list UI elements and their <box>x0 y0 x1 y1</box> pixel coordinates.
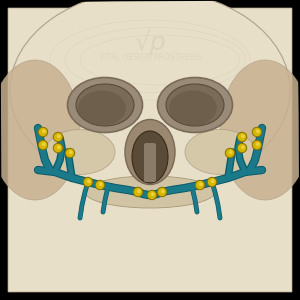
Ellipse shape <box>169 91 217 125</box>
Circle shape <box>40 142 46 148</box>
Circle shape <box>100 183 102 185</box>
Circle shape <box>253 128 262 136</box>
Ellipse shape <box>78 91 126 125</box>
Ellipse shape <box>125 119 175 184</box>
Circle shape <box>162 190 164 192</box>
Circle shape <box>138 190 140 192</box>
Ellipse shape <box>10 0 290 190</box>
Circle shape <box>254 128 260 136</box>
Circle shape <box>200 183 202 185</box>
Ellipse shape <box>68 77 142 133</box>
Circle shape <box>95 181 104 190</box>
Ellipse shape <box>220 60 300 200</box>
Circle shape <box>88 180 90 182</box>
Circle shape <box>70 151 72 153</box>
Ellipse shape <box>85 176 215 208</box>
Ellipse shape <box>76 84 134 126</box>
Circle shape <box>134 188 142 196</box>
Circle shape <box>148 191 155 199</box>
Circle shape <box>196 182 203 188</box>
Circle shape <box>256 143 259 146</box>
Ellipse shape <box>158 77 232 133</box>
Circle shape <box>208 178 217 187</box>
Circle shape <box>148 190 157 200</box>
Circle shape <box>254 142 260 148</box>
Circle shape <box>238 145 245 152</box>
Circle shape <box>67 149 73 157</box>
Ellipse shape <box>45 130 115 175</box>
Circle shape <box>53 133 62 142</box>
Circle shape <box>212 180 214 182</box>
FancyBboxPatch shape <box>144 143 156 182</box>
Circle shape <box>208 178 215 185</box>
Circle shape <box>238 133 247 142</box>
Circle shape <box>242 146 244 148</box>
Ellipse shape <box>0 60 80 200</box>
Ellipse shape <box>132 131 168 183</box>
Circle shape <box>158 188 166 196</box>
Circle shape <box>158 188 166 196</box>
Circle shape <box>58 146 60 148</box>
Circle shape <box>40 128 46 136</box>
Circle shape <box>43 143 45 146</box>
Circle shape <box>85 178 92 185</box>
Circle shape <box>226 148 235 158</box>
Circle shape <box>53 143 62 152</box>
Circle shape <box>38 128 47 136</box>
Ellipse shape <box>166 84 224 126</box>
Circle shape <box>230 151 232 153</box>
Circle shape <box>152 193 154 195</box>
Circle shape <box>134 188 142 196</box>
Circle shape <box>38 140 47 149</box>
Circle shape <box>242 135 244 137</box>
Circle shape <box>238 134 245 140</box>
Circle shape <box>55 145 62 152</box>
Circle shape <box>43 130 45 132</box>
Circle shape <box>238 143 247 152</box>
Circle shape <box>83 178 92 187</box>
Ellipse shape <box>185 130 255 175</box>
Circle shape <box>196 181 205 190</box>
Circle shape <box>55 134 62 140</box>
Text: √p: √p <box>134 29 166 55</box>
Circle shape <box>256 130 259 132</box>
Circle shape <box>97 182 104 188</box>
Circle shape <box>253 140 262 149</box>
Circle shape <box>65 148 74 158</box>
FancyBboxPatch shape <box>8 8 292 292</box>
Circle shape <box>58 135 60 137</box>
Circle shape <box>226 149 233 157</box>
Text: VITAL DESIGN PROSTHESIS: VITAL DESIGN PROSTHESIS <box>99 53 201 62</box>
